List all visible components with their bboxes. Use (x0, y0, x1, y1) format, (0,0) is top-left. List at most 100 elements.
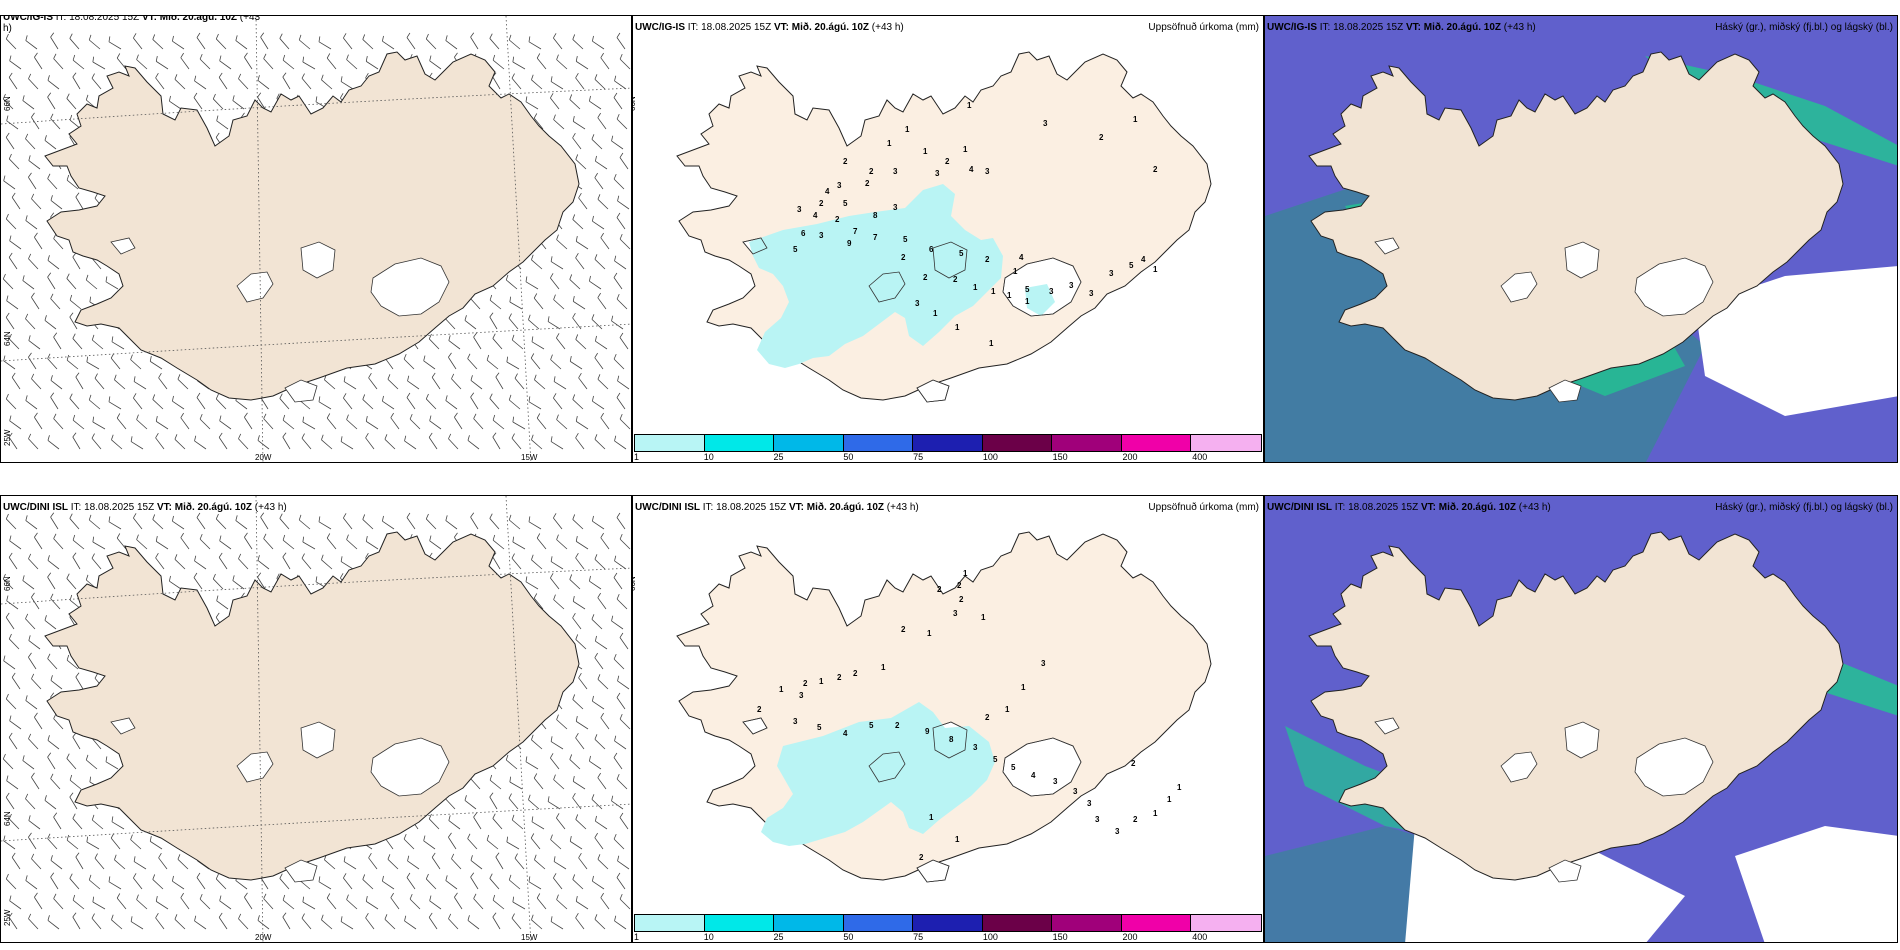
precip-value-label: 3 (793, 717, 798, 726)
wind-barb (8, 633, 20, 650)
wind-barb (489, 393, 500, 410)
wind-barb (511, 334, 524, 350)
colorbar-tick-label: 75 (913, 932, 924, 942)
glacier-outline (916, 859, 950, 883)
wind-barb (2, 753, 14, 770)
panel-title: Háský (gr.), miðský (fj.bl.) og lágský (… (1715, 502, 1893, 513)
precip-value-label: 1 (1177, 783, 1182, 792)
wind-barb (575, 716, 589, 730)
wind-barb (591, 314, 603, 330)
wind-barb (578, 673, 588, 690)
vt-value: Mið. 20.ágú. 10Z (806, 502, 884, 513)
precip-value-label: 1 (1021, 683, 1026, 692)
wind-barb (384, 914, 396, 930)
wind-barb (302, 56, 316, 70)
wind-barb (569, 356, 583, 370)
colorbar-segment (1191, 435, 1261, 451)
wind-barb (616, 512, 626, 530)
wind-barb (525, 276, 539, 290)
precip-value-label: 1 (963, 145, 968, 154)
wind-barb (22, 275, 35, 290)
wind-barb (619, 332, 629, 350)
wind-barb (613, 272, 623, 290)
wind-barb (238, 913, 249, 930)
wind-barb (257, 915, 270, 930)
wind-barb (575, 896, 589, 910)
it-prefix: IT: (70, 502, 82, 513)
wind-barb (448, 913, 459, 930)
wind-barb (235, 515, 248, 530)
wind-barb (72, 414, 85, 430)
precip-value-label: 3 (1053, 777, 1058, 786)
wind-barb (53, 812, 62, 830)
lat-line (1, 567, 631, 605)
wind-barb (75, 852, 84, 870)
precip-value-label: 3 (973, 743, 978, 752)
wind-barb (362, 514, 374, 530)
wind-barb (550, 354, 562, 370)
wind-barb (9, 235, 22, 250)
wind-barb (611, 795, 624, 810)
wind-barb (572, 214, 584, 230)
wind-barb (594, 254, 606, 270)
vt-prefix: VT: (788, 502, 804, 513)
wind-barb (492, 414, 505, 430)
wind-barb (569, 574, 581, 590)
colorbar-tick-labels: 1 10 25 50 75 100 150 200 400 (634, 452, 1262, 462)
wind-barb (257, 572, 266, 590)
wind-barb (403, 833, 415, 850)
wind-barb (44, 795, 57, 810)
precip-value-label: 1 (1167, 795, 1172, 804)
wind-barb (547, 796, 561, 810)
wind-barb (172, 35, 185, 50)
wind-barb (169, 95, 182, 110)
wind-barb (50, 512, 59, 530)
wind-barb (530, 833, 541, 850)
wind-barb (28, 635, 41, 650)
wind-barb (594, 652, 604, 670)
wind-barb (489, 513, 500, 530)
wind-barb (282, 54, 295, 70)
wind-barb (28, 172, 37, 190)
precip-value-label: 2 (1131, 759, 1136, 768)
wind-barb (69, 33, 80, 50)
wind-barb (318, 36, 332, 50)
wind-barb (9, 55, 22, 70)
precip-value-label: 8 (873, 211, 878, 220)
wind-barb (5, 132, 15, 150)
wind-barb (8, 432, 18, 450)
wind-barb (365, 896, 379, 910)
wind-barb (47, 435, 60, 450)
glacier-outline (1548, 859, 1582, 883)
lead-time: (+43 h) (871, 22, 904, 33)
wind-barb (180, 892, 190, 910)
wind-barb (108, 876, 122, 890)
colorbar-segment (1052, 435, 1122, 451)
wind-barb (6, 295, 19, 310)
it-prefix: IT: (1334, 502, 1346, 513)
glacier-outline (742, 237, 768, 255)
wind-barb (22, 575, 35, 590)
wind-barb (428, 333, 440, 350)
wind-barb (470, 855, 483, 870)
panel-header: UWC/IG-IS IT: 18.08.2025 15Z VT: Mið. 20… (1267, 22, 1536, 33)
wind-barb (326, 413, 337, 430)
wind-barb (72, 333, 83, 350)
lat-line (1, 323, 631, 362)
wind-barb (619, 713, 631, 730)
wind-barb (613, 653, 625, 670)
wind-barb (34, 892, 43, 910)
wind-barb (196, 392, 206, 410)
wind-barb (362, 874, 374, 890)
wind-barb (572, 694, 584, 710)
wind-barb (505, 754, 518, 770)
wind-barb (3, 835, 16, 850)
wind-barb (619, 53, 631, 70)
wind-barb (66, 273, 77, 290)
colorbar-tick-label: 10 (703, 932, 714, 942)
wind-barb (470, 32, 479, 50)
wind-barb (428, 813, 440, 830)
precip-value-label: 5 (993, 755, 998, 764)
precip-value-label: 2 (945, 157, 950, 166)
wind-barb (528, 36, 542, 50)
